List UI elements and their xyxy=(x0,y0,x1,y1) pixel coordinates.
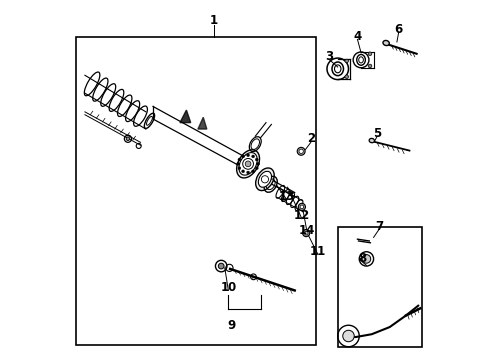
Ellipse shape xyxy=(382,40,388,46)
Circle shape xyxy=(256,162,259,165)
Text: 3: 3 xyxy=(324,50,332,63)
Circle shape xyxy=(367,52,371,55)
Text: 6: 6 xyxy=(394,23,402,36)
Polygon shape xyxy=(198,117,206,129)
Text: 13: 13 xyxy=(278,190,294,203)
Circle shape xyxy=(126,137,129,140)
Text: 4: 4 xyxy=(353,30,361,43)
Circle shape xyxy=(344,59,348,63)
Text: 9: 9 xyxy=(227,319,236,332)
Circle shape xyxy=(218,263,224,269)
Bar xyxy=(76,37,316,345)
Circle shape xyxy=(238,167,240,170)
Circle shape xyxy=(255,158,258,161)
Text: 5: 5 xyxy=(372,127,381,140)
Text: 7: 7 xyxy=(374,220,382,233)
Circle shape xyxy=(251,155,254,158)
Circle shape xyxy=(251,170,254,173)
Text: 2: 2 xyxy=(306,132,314,145)
Circle shape xyxy=(367,64,371,68)
Ellipse shape xyxy=(239,153,257,175)
Ellipse shape xyxy=(236,150,259,178)
Circle shape xyxy=(255,167,258,170)
Circle shape xyxy=(298,203,305,211)
Circle shape xyxy=(304,231,307,235)
Circle shape xyxy=(244,161,250,167)
Circle shape xyxy=(302,229,309,237)
Circle shape xyxy=(246,171,249,174)
Circle shape xyxy=(362,255,370,263)
Ellipse shape xyxy=(255,168,274,190)
Text: 12: 12 xyxy=(293,210,309,222)
Text: 11: 11 xyxy=(309,245,325,258)
Circle shape xyxy=(241,170,244,173)
Polygon shape xyxy=(180,110,190,123)
Text: 10: 10 xyxy=(220,281,236,294)
Text: 8: 8 xyxy=(357,252,366,265)
Circle shape xyxy=(241,155,244,158)
Bar xyxy=(337,226,421,347)
Circle shape xyxy=(238,158,240,161)
Ellipse shape xyxy=(258,171,271,187)
Circle shape xyxy=(344,75,348,78)
Circle shape xyxy=(300,205,303,209)
Text: 1: 1 xyxy=(209,14,218,27)
Circle shape xyxy=(342,330,353,342)
Ellipse shape xyxy=(368,138,374,143)
Text: 14: 14 xyxy=(299,224,315,237)
Circle shape xyxy=(297,147,305,155)
Circle shape xyxy=(298,149,303,153)
Circle shape xyxy=(236,162,239,165)
Circle shape xyxy=(246,154,249,157)
